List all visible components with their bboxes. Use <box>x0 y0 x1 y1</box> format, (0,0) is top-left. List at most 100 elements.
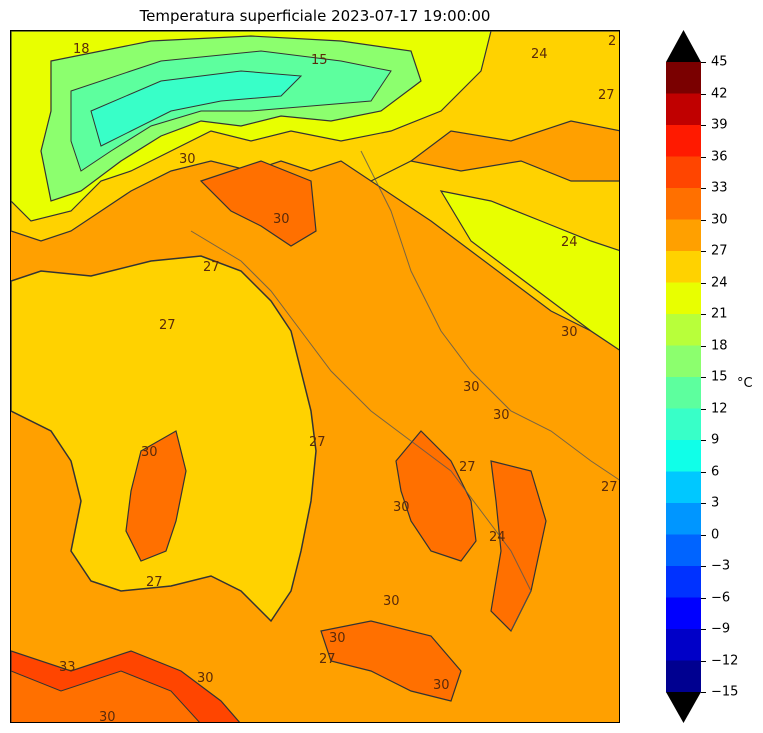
contour-label: 27 <box>146 575 163 590</box>
contour-label: 24 <box>531 47 548 62</box>
colorbar-tick-label: −15 <box>711 684 739 700</box>
colorbar-tick-label: −12 <box>711 653 739 668</box>
colorbar-tick-label: 45 <box>711 54 728 70</box>
contour-label: 30 <box>197 671 214 686</box>
contour-label: 27 <box>459 460 476 475</box>
colorbar-tick-mark <box>701 597 706 599</box>
colorbar-over-arrow <box>666 30 701 62</box>
colorbar-tick-mark <box>701 345 706 347</box>
contour-label: 27 <box>598 88 615 103</box>
colorbar-band <box>666 408 701 441</box>
contour-label: 27 <box>159 318 176 333</box>
colorbar-tick-mark <box>701 282 706 284</box>
contour-label: 18 <box>73 42 90 57</box>
region-30-33-africa <box>11 670 200 722</box>
colorbar-tick-label: 36 <box>711 149 728 164</box>
contour-label: 30 <box>99 710 116 723</box>
colorbar-tick-mark <box>701 251 706 252</box>
contour-label: 33 <box>59 660 76 675</box>
colorbar-tick-label: 39 <box>711 117 728 133</box>
contour-label: 27 <box>203 260 220 275</box>
colorbar-tick-label: 18 <box>711 338 728 353</box>
colorbar-tick-label: −3 <box>711 558 731 574</box>
colorbar-band <box>666 93 701 126</box>
colorbar <box>666 30 701 723</box>
colorbar-band <box>666 503 701 535</box>
colorbar-band <box>666 597 701 630</box>
colorbar-tick-label: 27 <box>711 243 728 259</box>
map-title: Temperatura superficiale 2023-07-17 19:0… <box>139 7 491 25</box>
colorbar-band <box>666 534 701 567</box>
colorbar-tick-label: 15 <box>711 369 728 385</box>
contour-label: 30 <box>463 380 480 395</box>
colorbar-tick-mark <box>701 503 706 504</box>
colorbar-tick-mark <box>701 440 706 441</box>
contour-label: 15 <box>311 53 328 68</box>
temperature-map-svg: 18 15 24 2 27 30 30 24 27 30 27 30 27 30… <box>11 31 619 723</box>
colorbar-tick-mark <box>701 566 706 567</box>
colorbar-band <box>666 282 701 315</box>
colorbar-tick-mark <box>701 62 706 63</box>
colorbar-tick-label: 3 <box>711 495 720 511</box>
contour-label: 30 <box>383 594 400 609</box>
colorbar-tick-mark <box>701 534 706 536</box>
temperature-map[interactable]: 18 15 24 2 27 30 30 24 27 30 27 30 27 30… <box>10 30 620 723</box>
colorbar-band <box>666 566 701 598</box>
colorbar-tick-label: 12 <box>711 401 728 416</box>
region-balkans-greenyellow <box>439 190 619 351</box>
colorbar-tick-label: 30 <box>711 212 728 227</box>
contour-label: 30 <box>329 631 346 646</box>
colorbar-tick-mark <box>701 377 706 378</box>
colorbar-tick-label: 0 <box>711 527 720 542</box>
colorbar-band <box>666 219 701 252</box>
colorbar-tick-label: 24 <box>711 275 728 290</box>
contour-label: 27 <box>309 435 326 450</box>
colorbar-band <box>666 471 701 504</box>
coastline <box>190 150 619 632</box>
colorbar-band <box>666 188 701 220</box>
region-30-33-pianura <box>199 160 317 247</box>
contour-label: 24 <box>489 530 506 545</box>
region-30-33-sardinia <box>125 430 187 562</box>
contour-label: 30 <box>141 445 158 460</box>
colorbar-tick-mark <box>701 692 706 693</box>
colorbar-band <box>666 660 701 693</box>
colorbar-band <box>666 440 701 472</box>
colorbar-band <box>666 156 701 189</box>
contour-label: 30 <box>561 325 578 340</box>
colorbar-tick-label: −9 <box>711 621 731 637</box>
contour-label: 30 <box>393 500 410 515</box>
colorbar-band <box>666 377 701 409</box>
colorbar-tick-label: 21 <box>711 306 728 322</box>
colorbar-tick-label: −6 <box>711 590 731 605</box>
colorbar-unit: °C <box>737 376 753 391</box>
colorbar-band <box>666 251 701 283</box>
region-30-33-sicily <box>320 620 462 702</box>
colorbar-band <box>666 125 701 157</box>
colorbar-tick-mark <box>701 93 706 95</box>
contour-label: 30 <box>433 678 450 693</box>
colorbar-tick-mark <box>701 471 706 473</box>
contour-label: 27 <box>601 480 618 495</box>
contour-label: 27 <box>319 652 336 667</box>
colorbar-tick-mark <box>701 408 706 410</box>
colorbar-tick-label: 6 <box>711 464 720 479</box>
contour-label: 2 <box>608 34 616 49</box>
region-alps-teal <box>70 50 392 172</box>
colorbar-bands <box>666 62 701 693</box>
contour-label: 30 <box>273 212 290 227</box>
colorbar-tick-mark <box>701 314 706 315</box>
colorbar-band <box>666 314 701 346</box>
colorbar-band <box>666 345 701 378</box>
region-30-33-puglia <box>395 430 477 562</box>
contour-label: 30 <box>493 408 510 423</box>
colorbar-band <box>666 62 701 94</box>
colorbar-tick-mark <box>701 156 706 158</box>
colorbar-under-arrow <box>666 692 701 723</box>
colorbar-tick-label: 42 <box>711 86 728 101</box>
region-alps-cyan <box>90 70 303 147</box>
colorbar-tick-label: 9 <box>711 432 720 448</box>
colorbar-tick-mark <box>701 629 706 630</box>
colorbar-tick-label: 33 <box>711 180 728 196</box>
colorbar-tick-mark <box>701 125 706 126</box>
